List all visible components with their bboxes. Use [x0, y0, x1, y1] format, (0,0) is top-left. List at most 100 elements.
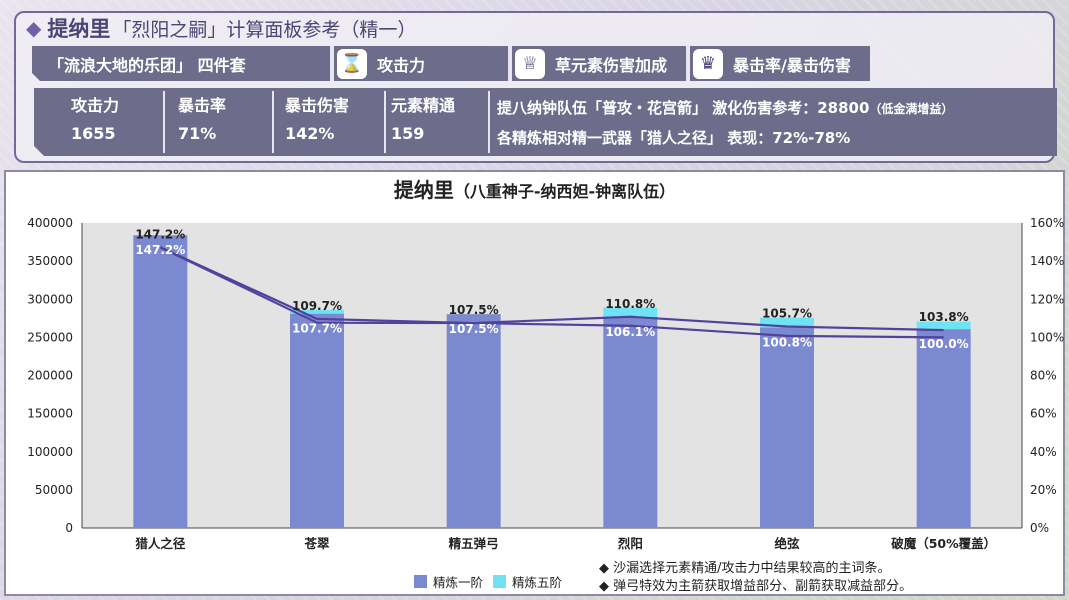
refinement-note: 各精炼相对精一武器「猎人之径」 表现：72%-78%	[497, 129, 851, 147]
line-r1	[159, 246, 944, 339]
stat-value: 142%	[285, 124, 335, 143]
y-tick-label: 250000	[27, 330, 73, 344]
damage-note-small: （低金满增益）	[869, 102, 954, 116]
y-tick-label: 300000	[27, 292, 73, 306]
footnote-2: ◆ 弹弓特效为主箭获取增益部分、副箭获取减益部分。	[599, 579, 913, 594]
y-tick-label: 350000	[27, 254, 73, 268]
bar-r1	[760, 327, 814, 528]
stat-divider	[272, 91, 274, 153]
stat-crit-dmg: 暴击伤害 142%	[285, 93, 349, 149]
data-label-r1: 100.0%	[919, 337, 969, 351]
sands-label: 攻击力	[377, 55, 426, 75]
stats-bar	[34, 88, 1057, 156]
plot-area	[82, 223, 1022, 528]
x-tick-label: 绝弦	[774, 536, 800, 551]
bar-r1	[916, 329, 971, 528]
goblet-label: 草元素伤害加成	[555, 55, 668, 75]
data-label-r5: 105.7%	[762, 307, 812, 321]
stat-label: 元素精通	[391, 96, 456, 115]
y-tick-label: 50000	[35, 483, 73, 497]
y2-tick-label: 120%	[1030, 292, 1064, 306]
circlet-icon: ♛	[693, 48, 723, 79]
artifact-tag-bar	[32, 46, 870, 81]
footnote-1: ◆ 沙漏选择元素精通/攻击力中结果较高的主词条。	[599, 561, 891, 576]
stat-divider	[488, 91, 490, 153]
stat-label: 暴击率	[178, 96, 227, 115]
data-label-r1: 100.8%	[762, 336, 812, 350]
bar-r5	[290, 309, 344, 314]
bar-r5	[603, 307, 658, 318]
bar-r1	[133, 235, 188, 528]
bar-r1	[603, 317, 658, 528]
data-label-r5: 110.8%	[605, 297, 655, 311]
chart-title-main: 提纳里	[393, 178, 454, 202]
artifact-set-label: 「流浪大地的乐团」 四件套	[48, 55, 246, 75]
y2-tick-label: 60%	[1030, 407, 1057, 421]
tag-divider	[330, 46, 334, 81]
data-label-r5: 107.5%	[449, 303, 499, 317]
chart-subtitle: （八重神子-纳西妲-钟离队伍）	[453, 182, 676, 201]
stat-label: 攻击力	[71, 96, 120, 115]
x-tick-label: 苍翠	[303, 536, 330, 551]
artifact-set-tag: 「流浪大地的乐团」 四件套	[48, 46, 246, 81]
goblet-tag: ♕ 草元素伤害加成	[515, 46, 667, 81]
legend-swatch-r1	[414, 575, 427, 588]
y2-tick-label: 160%	[1030, 216, 1064, 230]
data-label-r5: 103.8%	[919, 310, 969, 324]
y2-tick-label: 80%	[1030, 369, 1057, 383]
panel-subtitle: 「烈阳之嗣」计算面板参考（精一）	[112, 18, 417, 41]
y-tick-label: 200000	[27, 369, 73, 383]
bar-r1	[290, 313, 344, 528]
x-tick-label: 烈阳	[618, 536, 643, 551]
data-label-r1: 147.2%	[135, 243, 185, 257]
data-label-r1: 107.5%	[449, 322, 499, 336]
y2-tick-label: 140%	[1030, 254, 1064, 268]
damage-note: 提八纳钟队伍「普攻・花宫箭」 激化伤害参考：28800（低金满增益）	[497, 97, 953, 118]
bar-r5	[916, 321, 971, 330]
panel-title: ◆ 提纳里 「烈阳之嗣」计算面板参考（精一）	[26, 14, 416, 42]
y2-tick-label: 20%	[1030, 483, 1057, 497]
legend-label-r5: 精炼五阶	[512, 575, 563, 590]
circlet-label: 暴击率/暴击伤害	[733, 55, 851, 75]
legend-swatch-r5	[493, 575, 507, 588]
x-tick-label: 精五弹弓	[449, 536, 499, 551]
data-label-r1: 107.7%	[292, 322, 342, 336]
y-tick-label: 0	[65, 521, 73, 535]
chart-title: 提纳里（八重神子-纳西妲-钟离队伍）	[0, 174, 1069, 203]
stat-divider	[163, 91, 165, 153]
stat-value: 71%	[178, 124, 217, 143]
line-r5	[159, 246, 944, 332]
data-label-r5: 109.7%	[292, 299, 342, 313]
y2-tick-label: 0%	[1030, 521, 1049, 535]
stat-atk: 攻击力 1655	[71, 93, 119, 149]
hourglass-icon: ⌛	[337, 48, 367, 79]
bar-r5	[760, 317, 814, 328]
y2-tick-label: 100%	[1030, 330, 1064, 344]
goblet-icon: ♕	[515, 48, 545, 79]
stat-em: 元素精通 159	[391, 93, 455, 149]
data-label-r1: 106.1%	[605, 325, 655, 339]
bar-r1	[446, 314, 501, 528]
circlet-tag: ♛ 暴击率/暴击伤害	[693, 46, 851, 81]
stat-value: 159	[391, 124, 425, 143]
character-name: 提纳里	[47, 17, 111, 41]
data-label-r5: 147.2%	[135, 227, 185, 241]
diamond-icon: ◆	[26, 16, 42, 40]
x-tick-label: 猎人之径	[135, 536, 186, 551]
stat-label: 暴击伤害	[285, 96, 350, 115]
chart-legend: 精炼一阶 精炼五阶	[414, 572, 562, 591]
stat-value: 1655	[71, 124, 116, 143]
tag-divider	[508, 46, 512, 81]
y-tick-label: 100000	[27, 445, 73, 459]
tag-divider	[686, 46, 690, 81]
y2-tick-label: 40%	[1030, 445, 1057, 459]
x-tick-label: 破魔（50%覆盖）	[891, 536, 996, 551]
sands-tag: ⌛ 攻击力	[337, 46, 425, 81]
damage-note-main: 提八纳钟队伍「普攻・花宫箭」 激化伤害参考：28800	[497, 99, 870, 117]
legend-label-r1: 精炼一阶	[433, 575, 484, 590]
y-tick-label: 400000	[27, 216, 73, 230]
stat-crit-rate: 暴击率 71%	[178, 93, 226, 149]
stat-divider	[384, 91, 386, 153]
y-tick-label: 150000	[27, 407, 73, 421]
